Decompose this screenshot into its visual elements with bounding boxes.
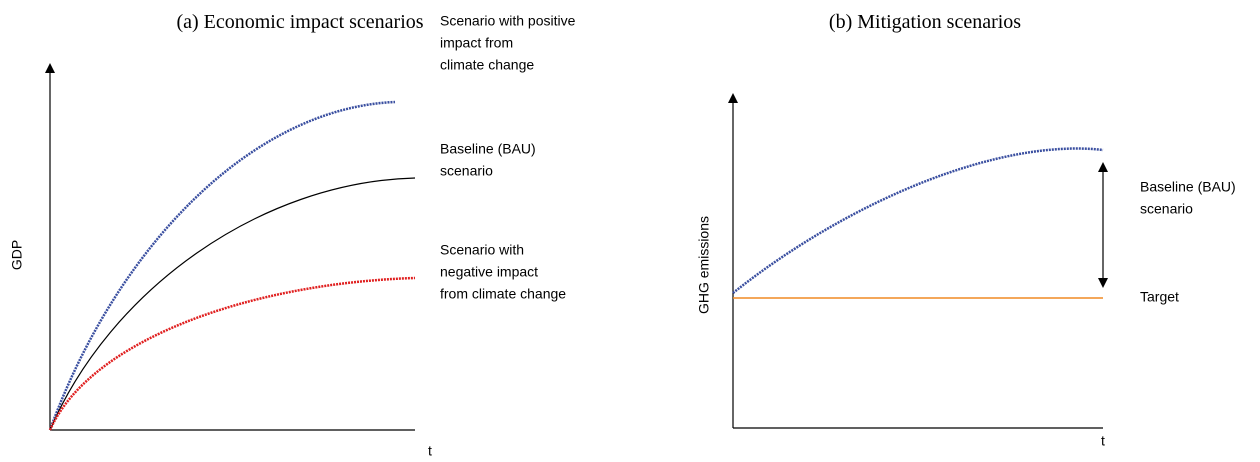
label: Target [1140, 289, 1179, 305]
label-line: impact from [440, 35, 513, 51]
y-label: GDP [9, 240, 25, 270]
label-line: climate change [440, 57, 534, 73]
label-line: scenario [1140, 201, 1193, 217]
negative-curve [48, 276, 416, 431]
label: Scenario with negative impact from clima… [440, 242, 566, 302]
panel-b: (b) Mitigation scenarios GHG emissions t… [696, 11, 1236, 449]
x-label: t [1101, 433, 1105, 449]
label-line: from climate change [440, 286, 566, 302]
panel-title: (b) Mitigation scenarios [829, 11, 1021, 33]
label-line: scenario [440, 163, 493, 179]
positive-curve [48, 100, 396, 431]
label: Baseline (BAU) scenario [1140, 179, 1236, 217]
panel-a: (a) Economic impact scenarios GDP t Scen… [9, 11, 576, 459]
label-line: Scenario with positive [440, 13, 576, 29]
label: Scenario with positive impact from clima… [440, 13, 576, 73]
panel-title: (a) Economic impact scenarios [176, 11, 423, 33]
label-line: Baseline (BAU) [1140, 179, 1236, 195]
label-line: Target [1140, 289, 1179, 305]
baseline-curve [732, 147, 1104, 294]
x-label: t [428, 443, 432, 459]
y-label: GHG emissions [696, 216, 712, 314]
label-line: Scenario with [440, 242, 524, 258]
label: Baseline (BAU) scenario [440, 141, 536, 179]
label-line: negative impact [440, 264, 538, 280]
label-line: Baseline (BAU) [440, 141, 536, 157]
baseline-curve [49, 177, 416, 431]
